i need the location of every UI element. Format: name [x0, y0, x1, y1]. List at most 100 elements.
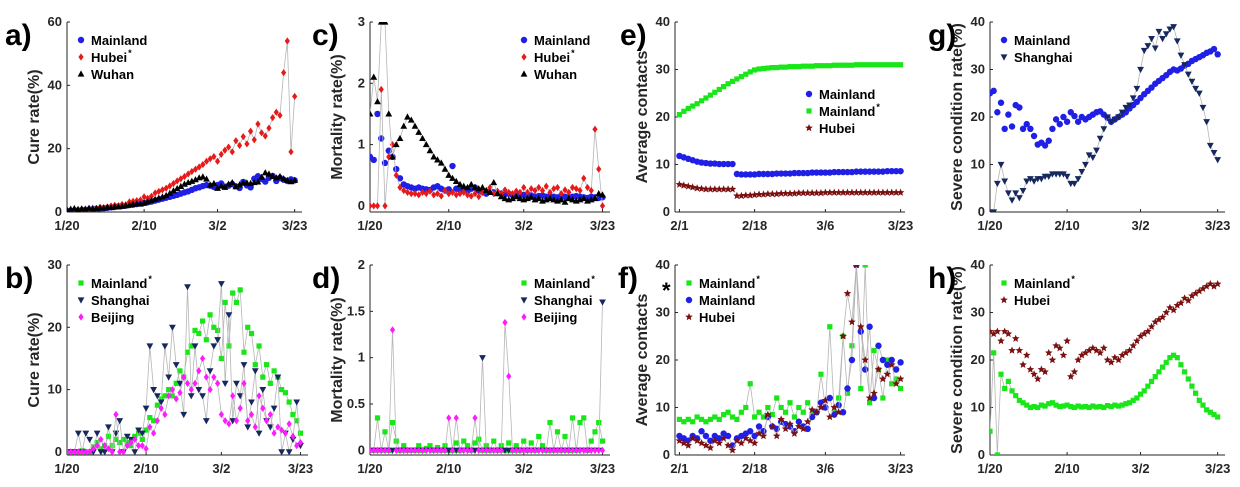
- x-tick-label: 3/23: [888, 218, 913, 233]
- data-point: [856, 188, 865, 196]
- data-point: [1060, 113, 1067, 121]
- data-point: [688, 183, 697, 191]
- data-point: [423, 446, 429, 454]
- data-point: [416, 191, 422, 199]
- data-point: [431, 191, 437, 199]
- data-point: [1023, 178, 1031, 185]
- y-tick-label: 0: [978, 447, 985, 462]
- data-point: [166, 189, 174, 196]
- data-point: [93, 430, 101, 437]
- data-point: [839, 188, 847, 196]
- data-point: [240, 362, 248, 369]
- data-point: [135, 442, 142, 450]
- legend-marker: [77, 297, 85, 304]
- data-point: [817, 169, 825, 176]
- data-point: [263, 362, 270, 368]
- legend-label-star: *: [128, 48, 132, 58]
- data-point: [698, 428, 705, 435]
- legend-label: Mainland: [534, 33, 590, 48]
- data-point: [698, 98, 705, 104]
- data-point: [554, 446, 561, 454]
- data-point: [482, 186, 490, 194]
- data-point: [167, 182, 173, 190]
- data-point: [1184, 296, 1193, 304]
- data-point: [215, 327, 221, 334]
- x-tick-label: 3/6: [816, 461, 834, 476]
- data-point: [738, 409, 744, 415]
- data-point: [1210, 282, 1218, 290]
- connector-line: [370, 322, 603, 451]
- data-point: [892, 188, 900, 196]
- data-point: [297, 438, 304, 447]
- data-point: [738, 171, 745, 178]
- data-point: [1077, 351, 1086, 359]
- data-point: [778, 404, 784, 411]
- y-axis-label: Average contacts: [634, 294, 651, 427]
- data-point: [150, 386, 158, 394]
- data-point: [109, 448, 115, 455]
- data-point: [378, 85, 384, 94]
- legend-marker: [805, 124, 813, 132]
- x-tick-label: 3/23: [288, 461, 313, 476]
- data-point: [487, 446, 493, 454]
- data-point: [577, 446, 583, 454]
- data-point: [879, 375, 887, 383]
- data-point: [252, 362, 258, 368]
- data-point: [143, 445, 149, 453]
- data-point: [896, 375, 905, 383]
- x-tick-label: 2/10: [1054, 218, 1079, 233]
- data-point: [1162, 308, 1171, 316]
- data-point: [374, 202, 381, 210]
- data-point: [237, 287, 243, 293]
- data-point: [1152, 374, 1158, 380]
- data-point: [750, 190, 759, 199]
- data-point: [772, 189, 781, 198]
- y-tick-label: 30: [971, 305, 985, 320]
- data-point: [471, 183, 479, 191]
- data-point: [419, 134, 426, 142]
- data-point: [232, 183, 240, 190]
- data-point: [245, 417, 251, 425]
- data-point: [1181, 62, 1189, 69]
- data-point: [192, 176, 199, 183]
- data-point: [599, 446, 606, 454]
- data-point: [1013, 393, 1019, 399]
- data-point: [862, 62, 868, 68]
- data-point: [206, 181, 214, 188]
- data-point: [778, 64, 784, 70]
- data-point: [865, 394, 874, 402]
- y-tick-label: 10: [971, 400, 985, 415]
- data-point: [260, 404, 266, 412]
- data-point: [1144, 327, 1152, 335]
- data-point: [217, 281, 225, 288]
- data-point: [207, 385, 213, 394]
- data-point: [751, 432, 758, 440]
- data-point: [993, 327, 1002, 335]
- y-tick-label: 1: [358, 350, 365, 365]
- data-point: [452, 177, 460, 184]
- x-tick-label: 2/10: [1054, 461, 1079, 476]
- legend-label: Mainland: [819, 87, 875, 102]
- data-point: [760, 65, 767, 72]
- data-point: [404, 113, 411, 120]
- data-point: [512, 193, 520, 200]
- data-point: [871, 62, 877, 68]
- data-point: [1004, 190, 1012, 197]
- data-point: [90, 445, 96, 453]
- data-point: [539, 186, 546, 195]
- data-point: [871, 347, 877, 354]
- legend: Mainland Hubei * Wuhan: [520, 33, 590, 82]
- data-point: [472, 440, 478, 446]
- data-point: [861, 188, 869, 196]
- legend-marker: [1001, 280, 1007, 286]
- data-point: [479, 183, 486, 191]
- data-point: [256, 343, 262, 349]
- y-tick-label: 20: [656, 352, 670, 367]
- data-point: [169, 385, 176, 394]
- data-point: [1009, 388, 1015, 394]
- data-point: [524, 446, 531, 454]
- data-point: [746, 428, 754, 435]
- data-point: [707, 416, 713, 422]
- y-tick-label: 0: [55, 204, 62, 219]
- data-point: [562, 186, 568, 194]
